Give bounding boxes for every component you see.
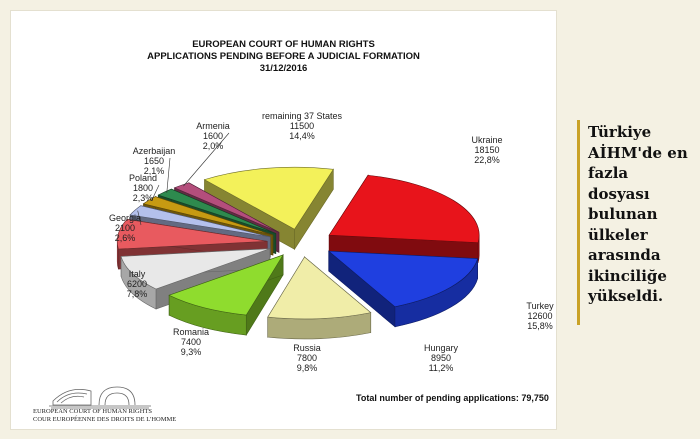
slice-label-italy: Italy 6200 7,8%	[127, 269, 148, 299]
slice-percent: 14,4%	[289, 131, 315, 141]
slice-percent: 22,8%	[474, 155, 500, 165]
slice-value: 2100	[114, 223, 136, 233]
slice-name: Hungary	[423, 343, 459, 353]
slice-value: 11500	[289, 121, 315, 131]
slice-percent: 2,0%	[202, 141, 224, 151]
leader-line	[137, 210, 142, 226]
slice-value: 1800	[132, 183, 154, 193]
slice-percent: 2,6%	[114, 233, 136, 243]
chart-panel: EUROPEAN COURT OF HUMAN RIGHTS APPLICATI…	[10, 10, 557, 430]
slice-name: Armenia	[196, 121, 230, 131]
court-logo	[49, 386, 151, 409]
slice-label-romania: Romania 7400 9,3%	[173, 327, 209, 357]
slice-name: Ukraine	[471, 135, 503, 145]
leader-line	[183, 132, 230, 187]
turkish-callout: Türkiye AİHM'de en fazla dosyası bulunan…	[577, 120, 692, 325]
slice-percent: 2,1%	[143, 166, 165, 176]
slice-name: Romania	[172, 327, 210, 337]
slice-label-ukraine: Ukraine 18150 22,8%	[471, 135, 502, 165]
logo-text-fr: COUR EUROPÉENNE DES DROITS DE L'HOMME	[33, 416, 177, 423]
pie-chart	[116, 132, 480, 340]
slice-percent: 9,3%	[180, 347, 202, 357]
slice-value: 12600	[527, 311, 553, 321]
slice-name: Poland	[128, 173, 158, 183]
pie-slice-ukraine	[328, 174, 480, 263]
slice-label-hungary: Hungary 8950 11,2%	[424, 343, 458, 373]
slice-name: Azerbaijan	[132, 146, 176, 156]
slice-value: 1600	[202, 131, 224, 141]
slice-percent: 9,8%	[296, 363, 318, 373]
leader-line	[151, 184, 160, 201]
slice-value: 8950	[430, 353, 452, 363]
slice-name: Italy	[128, 269, 146, 279]
slice-name: Russia	[293, 343, 321, 353]
chart-subtitle: APPLICATIONS PENDING BEFORE A JUDICIAL F…	[147, 51, 420, 62]
slice-label-poland: Poland 1800 2,3%	[129, 173, 157, 203]
chart-title: EUROPEAN COURT OF HUMAN RIGHTS	[192, 39, 375, 50]
slice-label-azerbaijan: Azerbaijan 1650 2,1%	[133, 146, 176, 176]
slice-label-turkey: Turkey 12600 15,8%	[526, 301, 553, 331]
slice-name: Turkey	[526, 301, 554, 311]
leader-line	[166, 157, 171, 193]
slice-percent: 2,3%	[132, 193, 154, 203]
chart-date: 31/12/2016	[259, 63, 308, 74]
slice-percent: 7,8%	[126, 289, 148, 299]
slice-percent: 15,8%	[527, 321, 553, 331]
slice-value: 7400	[180, 337, 202, 347]
pie-slice-turkey	[327, 250, 479, 328]
total-pending-label: Total number of pending applications: 79…	[356, 393, 549, 403]
callout-text: Türkiye AİHM'de en fazla dosyası bulunan…	[588, 123, 688, 305]
pie-slice-hungary	[267, 255, 372, 340]
pie-slice-russia	[168, 253, 284, 337]
slice-name: remaining 37 States	[261, 111, 343, 121]
slice-label-remaining-37-states: remaining 37 States 11500 14,4%	[262, 111, 342, 141]
slice-value: 7800	[296, 353, 318, 363]
logo-text-en: EUROPEAN COURT OF HUMAN RIGHTS	[33, 408, 153, 415]
slice-label-georgia: Georgia 2100 2,6%	[109, 213, 141, 243]
slice-value: 1650	[143, 156, 165, 166]
slice-label-russia: Russia 7800 9,8%	[293, 343, 321, 373]
slice-percent: 11,2%	[428, 363, 454, 373]
slice-label-armenia: Armenia 1600 2,0%	[196, 121, 230, 151]
slice-value: 6200	[126, 279, 148, 289]
slice-value: 18150	[474, 145, 500, 155]
slice-name: Georgia	[108, 213, 142, 223]
